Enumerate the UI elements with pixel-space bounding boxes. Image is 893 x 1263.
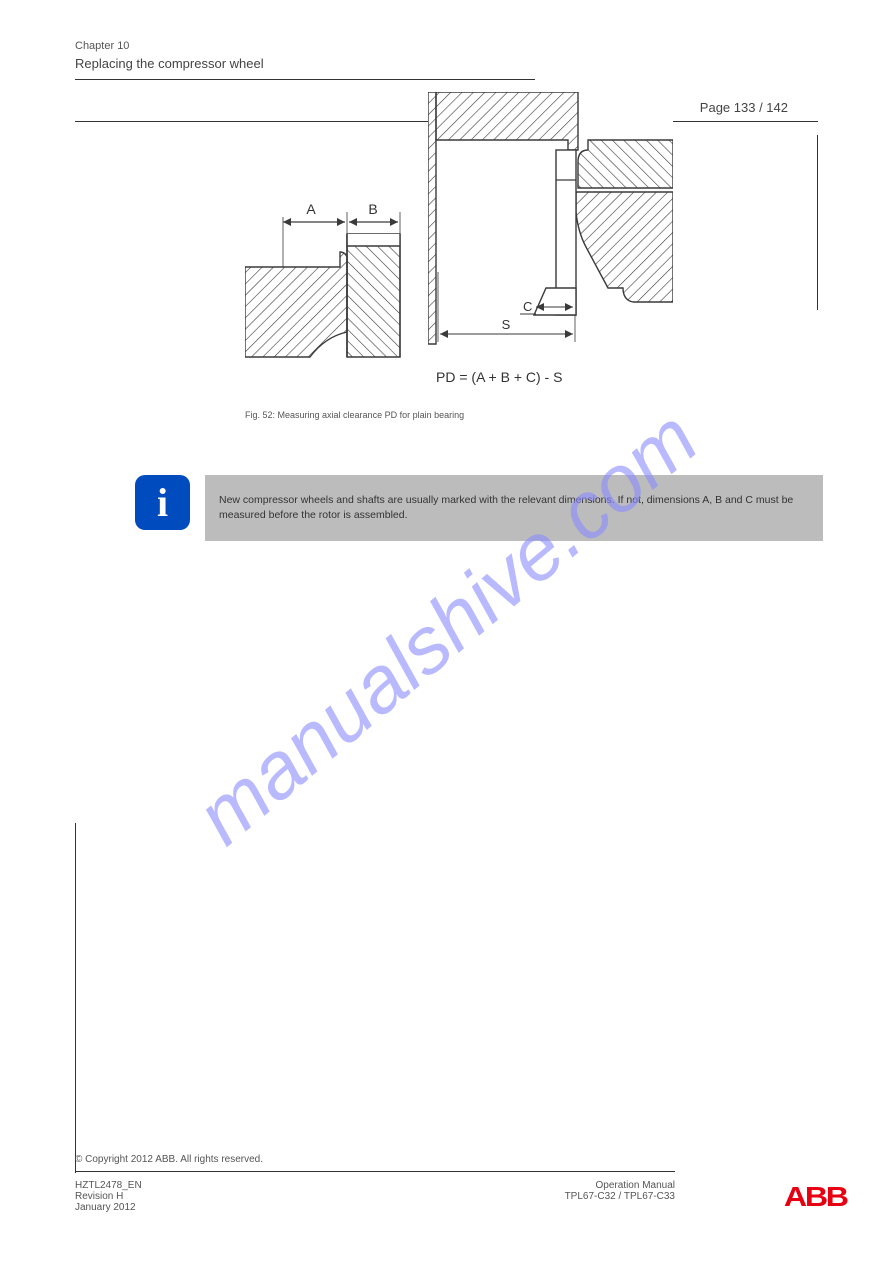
label-S: S bbox=[502, 317, 511, 332]
label-B: B bbox=[368, 201, 377, 217]
date: January 2012 bbox=[75, 1202, 142, 1213]
info-callout: i New compressor wheels and shafts are u… bbox=[135, 475, 818, 541]
label-C: C bbox=[523, 299, 532, 314]
footer: © Copyright 2012 ABB. All rights reserve… bbox=[75, 1154, 843, 1213]
figure-caption: Fig. 52: Measuring axial clearance PD fo… bbox=[245, 410, 818, 420]
copyright: © Copyright 2012 ABB. All rights reserve… bbox=[75, 1154, 788, 1165]
doc-code: HZTL2478_EN bbox=[75, 1180, 142, 1191]
diagram-left: A B bbox=[245, 182, 420, 402]
chapter-label: Chapter 10 bbox=[75, 40, 818, 52]
page-number: Page 133 / 142 bbox=[700, 100, 788, 115]
section-title: Replacing the compressor wheel bbox=[75, 56, 818, 71]
abb-logo: ABB bbox=[784, 1181, 847, 1213]
diagram-row: A B bbox=[245, 182, 818, 402]
footer-hr-row: HZTL2478_EN Revision H January 2012 Oper… bbox=[75, 1171, 675, 1213]
manual-label: Operation Manual bbox=[565, 1180, 675, 1191]
diagram-right: C S PD = (A + B + C) - S bbox=[428, 92, 673, 402]
info-icon: i bbox=[135, 475, 190, 530]
revision: Revision H bbox=[75, 1191, 142, 1202]
info-text: New compressor wheels and shafts are usu… bbox=[205, 475, 823, 541]
content-area: A B bbox=[0, 182, 893, 541]
formula-text: PD = (A + B + C) - S bbox=[436, 369, 562, 385]
model-label: TPL67-C32 / TPL67-C33 bbox=[565, 1191, 675, 1202]
header-underline bbox=[75, 79, 535, 80]
vertical-rule-left bbox=[75, 823, 76, 1173]
label-A: A bbox=[306, 201, 316, 217]
footer-left: © Copyright 2012 ABB. All rights reserve… bbox=[75, 1154, 788, 1213]
